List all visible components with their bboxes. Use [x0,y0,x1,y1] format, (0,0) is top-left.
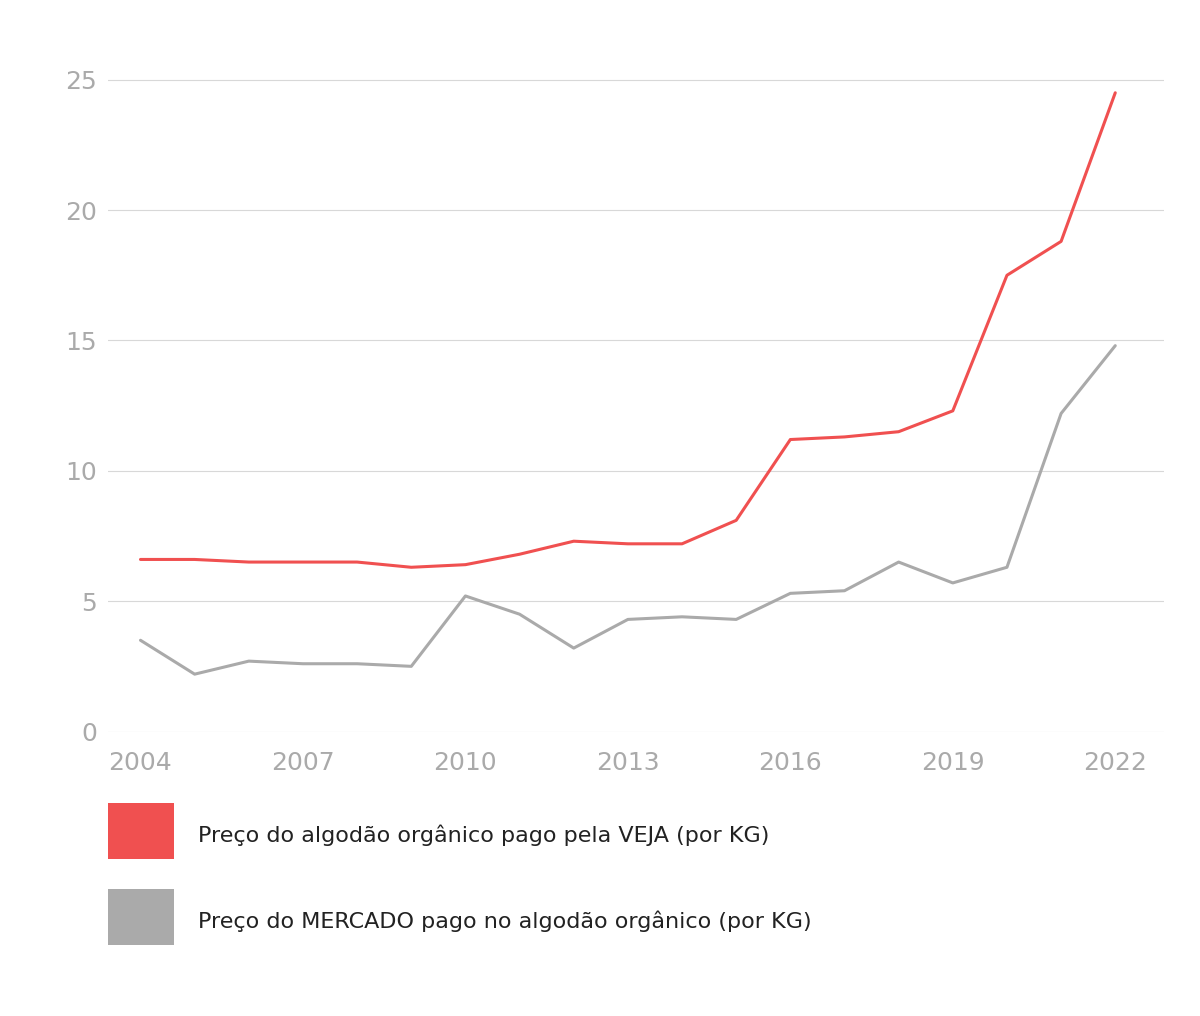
Text: Preço do algodão orgânico pago pela VEJA (por KG): Preço do algodão orgânico pago pela VEJA… [198,824,769,846]
Text: Preço do MERCADO pago no algodão orgânico (por KG): Preço do MERCADO pago no algodão orgânic… [198,910,811,933]
